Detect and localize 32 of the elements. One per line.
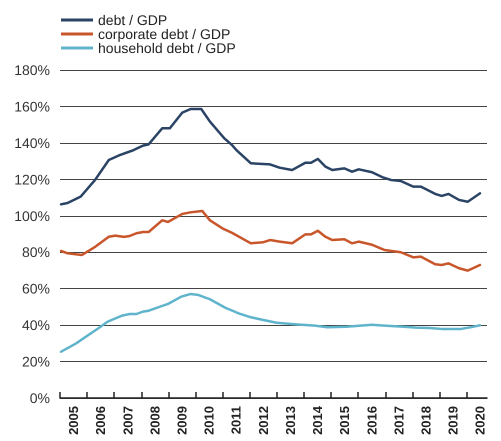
y-tick-label: 120% [14, 171, 50, 188]
x-tick-label: 2014 [310, 405, 326, 435]
x-tick-label: 2012 [256, 406, 271, 435]
x-tick-label: 2015 [337, 406, 352, 435]
y-tick-label: 20% [22, 354, 50, 370]
x-tick-label: 2008 [147, 406, 162, 435]
y-tick-label: 160% [14, 98, 50, 114]
x-tick-label: 2005 [66, 406, 82, 435]
line-series [60, 108, 482, 206]
x-tick-label: 2009 [174, 406, 190, 435]
y-tick-label: 80% [22, 244, 50, 260]
x-tick-label: 2017 [391, 406, 406, 435]
x-tick-label: 2007 [120, 406, 136, 435]
x-tick-label: 2020 [472, 406, 488, 435]
y-tick-label: 140% [14, 134, 50, 151]
x-tick-label: 2006 [93, 406, 108, 435]
legend-label: household debt / GDP [98, 40, 236, 56]
y-tick-label: 40% [22, 317, 50, 334]
y-tick-label: 0% [30, 390, 50, 406]
legend-label: debt / GDP [98, 12, 168, 28]
line-series [60, 292, 482, 353]
x-tick-label: 2013 [282, 406, 298, 435]
x-tick-label: 2010 [202, 406, 217, 435]
line-series [60, 210, 482, 272]
y-tick-label: 60% [22, 280, 50, 297]
x-tick-label: 2019 [446, 406, 461, 435]
x-tick-label: 2011 [228, 406, 244, 434]
y-tick-label: 100% [14, 208, 50, 224]
y-tick-label: 180% [14, 62, 50, 78]
x-tick-label: 2016 [364, 406, 380, 435]
legend-label: corporate debt / GDP [98, 26, 230, 42]
x-tick-label: 2018 [418, 406, 434, 435]
